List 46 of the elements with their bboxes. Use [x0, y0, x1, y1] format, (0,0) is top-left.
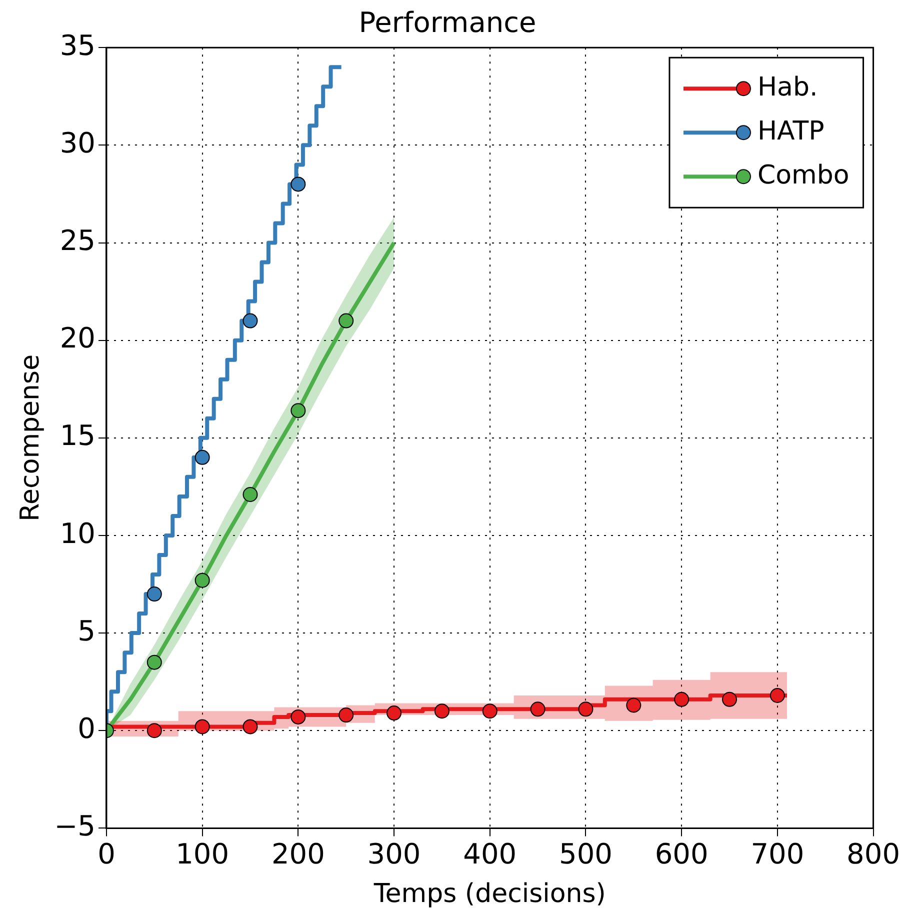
- point: [674, 692, 690, 707]
- point: [194, 719, 210, 734]
- legend-label: Combo: [757, 160, 850, 190]
- y-tick-label: 20: [60, 322, 96, 355]
- y-tick-label: 10: [60, 516, 96, 550]
- point: [626, 698, 642, 713]
- legend-label: Hab.: [757, 72, 818, 102]
- point: [338, 708, 354, 723]
- point: [770, 688, 785, 703]
- point: [242, 486, 258, 502]
- y-tick-label: 5: [78, 614, 96, 648]
- point: [290, 709, 306, 724]
- y-axis-title: Recompense: [15, 354, 46, 522]
- y-tick-label: 25: [60, 224, 96, 258]
- x-tick-label: 600: [654, 837, 708, 870]
- x-axis-title: Temps (decisions): [372, 879, 606, 910]
- point: [146, 723, 162, 738]
- x-tick-label: 300: [367, 837, 421, 870]
- chart-title: Performance: [358, 6, 536, 40]
- y-tick-label: 15: [60, 419, 96, 452]
- point: [434, 704, 450, 719]
- point: [194, 450, 210, 465]
- y-tick-label: −5: [54, 809, 96, 842]
- point: [530, 702, 546, 717]
- x-tick-label: 200: [271, 837, 325, 870]
- point: [722, 692, 738, 707]
- point: [242, 719, 258, 734]
- point: [194, 572, 210, 588]
- x-tick-label: 100: [176, 837, 230, 870]
- point: [146, 654, 162, 670]
- point: [146, 586, 162, 602]
- point: [578, 702, 594, 717]
- point: [242, 313, 258, 328]
- y-tick-label: 35: [60, 28, 96, 62]
- point: [482, 704, 498, 719]
- x-tick-label: 500: [559, 837, 612, 870]
- point: [386, 706, 402, 721]
- x-tick-label: 800: [846, 837, 900, 870]
- point: [290, 176, 306, 192]
- y-tick-label: 0: [78, 712, 96, 745]
- x-tick-label: 400: [463, 837, 517, 870]
- y-tick-label: 30: [60, 126, 96, 160]
- point: [290, 403, 306, 418]
- point: [338, 313, 354, 328]
- x-tick-label: 700: [750, 837, 804, 870]
- legend-label: HATP: [757, 116, 824, 146]
